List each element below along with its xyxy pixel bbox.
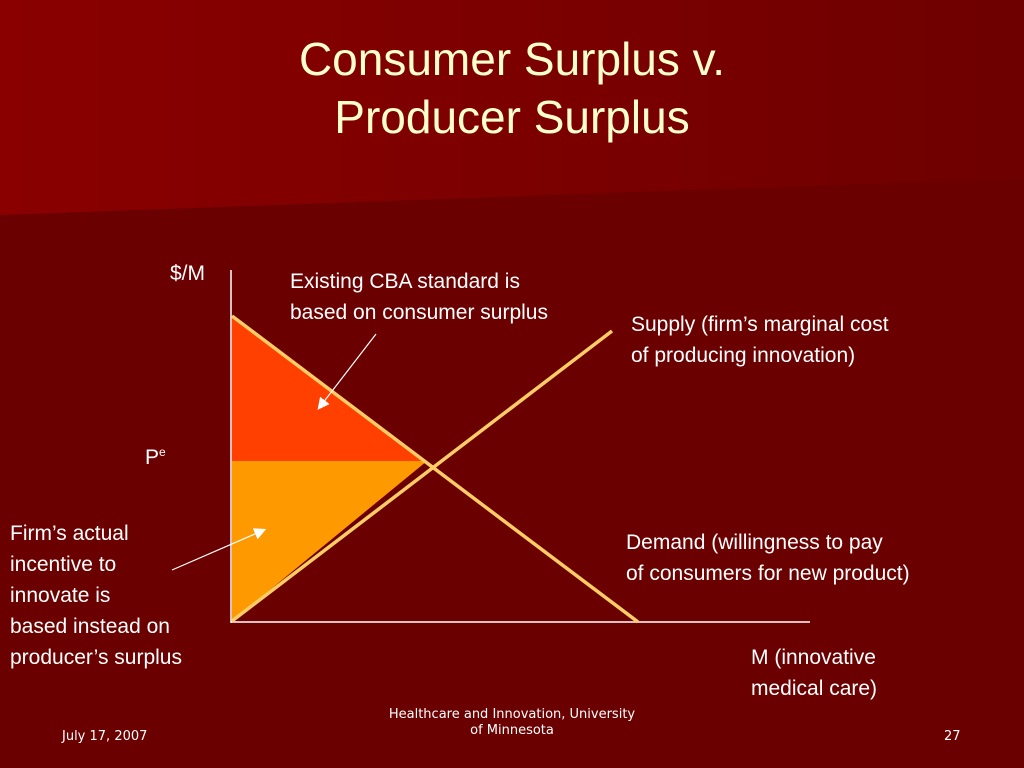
supply-curve-label-line1: Supply (firm’s marginal cost <box>631 313 889 336</box>
demand-curve-label-line1: Demand (willingness to pay <box>626 531 883 554</box>
supply-curve-label-line2: of producing innovation) <box>631 344 856 367</box>
x-axis-label-line1: M (innovative <box>751 646 876 669</box>
producer-surplus-note-line: producer’s surplus <box>10 646 182 669</box>
consumer-surplus-arrow <box>317 333 377 410</box>
equilibrium-price-superscript: e <box>159 445 166 459</box>
consumer-surplus-note: Existing CBA standard is based on consum… <box>290 266 548 328</box>
producer-surplus-area <box>232 461 427 621</box>
demand-curve-label: Demand (willingness to pay of consumers … <box>626 527 910 589</box>
producer-surplus-note-line: Firm’s actual <box>10 522 129 545</box>
producer-surplus-arrow <box>171 528 267 571</box>
x-axis-label: M (innovative medical care) <box>751 642 877 704</box>
slide-title-line2: Producer Surplus <box>334 91 690 143</box>
supply-curve <box>230 329 614 623</box>
y-axis-label: $/M <box>170 262 206 285</box>
footer-center-line2: of Minnesota <box>470 723 554 738</box>
producer-surplus-note: Firm’s actual incentive to innovate is b… <box>10 518 182 673</box>
consumer-surplus-note-line2: based on consumer surplus <box>290 301 548 324</box>
x-axis-label-line2: medical care) <box>751 677 878 700</box>
slide-title-line1: Consumer Surplus v. <box>298 33 726 85</box>
footer-center-text: Healthcare and Innovation, University of… <box>352 707 672 739</box>
equilibrium-price-letter: P <box>145 446 160 469</box>
footer-page-number: 27 <box>944 729 961 744</box>
producer-surplus-note-line: incentive to <box>10 553 117 576</box>
slide-title: Consumer Surplus v. Producer Surplus <box>0 30 1024 146</box>
consumer-surplus-note-line1: Existing CBA standard is <box>290 270 520 293</box>
equilibrium-price-label: Pe <box>145 437 166 473</box>
demand-curve <box>230 314 640 624</box>
supply-curve-label: Supply (firm’s marginal cost of producin… <box>631 309 889 371</box>
producer-surplus-note-line: innovate is <box>10 584 111 607</box>
demand-curve-label-line2: of consumers for new product) <box>626 562 910 585</box>
footer-date: July 17, 2007 <box>62 729 148 744</box>
producer-surplus-note-line: based instead on <box>10 615 170 638</box>
footer-center-line1: Healthcare and Innovation, University <box>388 707 636 722</box>
